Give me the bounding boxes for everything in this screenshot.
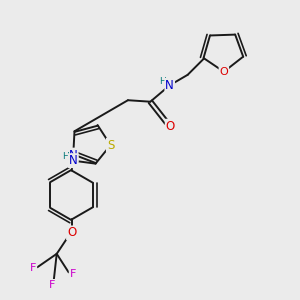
Text: F: F (70, 269, 76, 279)
Text: S: S (107, 139, 114, 152)
Text: F: F (49, 280, 56, 290)
Text: N: N (69, 148, 78, 162)
Text: F: F (30, 263, 36, 273)
Text: H: H (62, 152, 68, 161)
Text: O: O (220, 67, 228, 77)
Text: N: N (69, 154, 77, 167)
Text: O: O (67, 226, 76, 239)
Text: H: H (159, 77, 166, 86)
Text: N: N (165, 79, 174, 92)
Text: O: O (166, 120, 175, 133)
